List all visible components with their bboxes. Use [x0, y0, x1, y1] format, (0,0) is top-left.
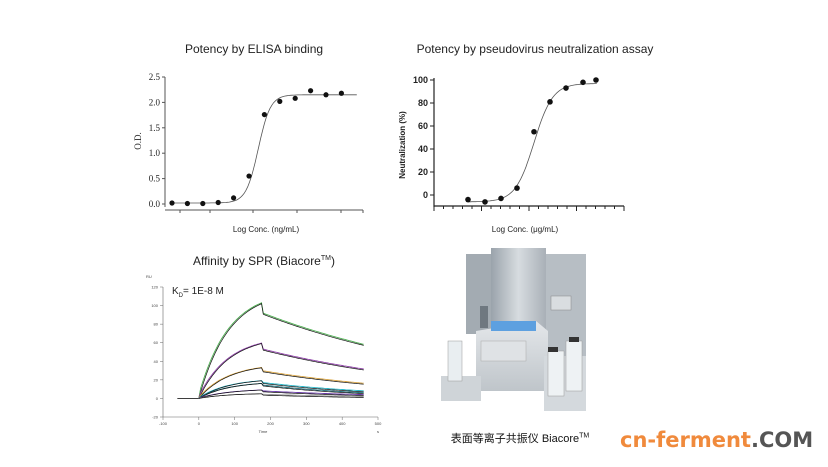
chart3-y-tick-label: 0: [156, 396, 159, 401]
chart3-x-unit: s: [377, 429, 379, 434]
watermark: cn-ferment.COM: [620, 428, 813, 452]
chart1-data-point: [231, 195, 237, 201]
chart2-data-point: [547, 99, 553, 105]
biacore-instrument-photo: [436, 246, 596, 421]
chart3-sensorgram-c3: [198, 367, 364, 399]
chart1-data-point: [323, 92, 329, 98]
chart3-sensorgram-c1: [198, 302, 364, 399]
chart3-x-tick-label: 0: [198, 421, 201, 426]
chart1-data-point: [292, 95, 298, 101]
chart3-x-tick-label: 500: [375, 421, 382, 426]
chart1-y-label: O.D.: [133, 132, 143, 150]
chart3-title-line: Affinity by SPR (BiacoreTM): [193, 254, 335, 268]
chart2-data-point: [531, 128, 537, 135]
chart1-y-tick-label: 2.5: [149, 72, 161, 82]
chart3-kd-k: K: [172, 286, 179, 297]
chart3-y-tick-label: 60: [154, 340, 159, 345]
chart1-y-tick-label: 2.0: [149, 97, 161, 107]
chart3-title-tm: TM: [321, 255, 331, 262]
chart3-fit-c6: [198, 389, 364, 399]
chart1-data-point: [200, 200, 206, 207]
watermark-main: cn-ferment: [620, 428, 751, 452]
chart2-y-tick-label: 20: [418, 167, 428, 177]
chart2-fit-curve: [468, 83, 597, 203]
caption-tm: TM: [579, 432, 590, 440]
chart2-y-tick-label: 100: [413, 75, 428, 85]
chart3-y-tick-label: 100: [151, 303, 158, 308]
chart3-x-tick-label: 200: [267, 421, 274, 426]
chart3-x-tick-label: 100: [231, 421, 238, 426]
chart1-data-point: [246, 173, 252, 179]
chart3-sensorgram-c2: [198, 342, 364, 399]
chart1-data-point: [169, 200, 175, 206]
chart3-x-tick-label: 300: [303, 421, 310, 426]
chart1-data-point: [277, 98, 283, 104]
chart1-data-point: [215, 199, 221, 206]
chart3-title-close: ): [331, 254, 335, 268]
chart2-y-tick-label: 40: [418, 144, 428, 154]
chart2-y-tick-label: 80: [418, 98, 428, 108]
chart1-data-point: [261, 111, 267, 118]
chart3-y-tick-label: -20: [152, 415, 159, 420]
caption-text: 表面等离子共振仪 Biacore: [450, 433, 580, 445]
chart2-data-point: [593, 77, 599, 83]
chart3-kd-line: KD= 1E-8 M: [172, 286, 224, 299]
chart1-y-tick-label: 1.5: [149, 123, 161, 133]
chart3-x-label: Time: [259, 429, 269, 434]
chart2-y-label: Neutralization (%): [398, 111, 407, 179]
chart1-y-tick-label: 0.0: [149, 199, 161, 209]
chart3-fit-c4: [198, 380, 364, 399]
chart2-data-point: [465, 196, 471, 203]
chart3-x-tick-label: -100: [159, 421, 168, 426]
image-caption: 表面等离子共振仪 BiacoreTM: [440, 430, 600, 446]
chart2-data-point: [514, 185, 520, 191]
chart1-y-tick-label: 1.0: [149, 148, 161, 158]
chart2-y-tick-label: 0: [423, 190, 428, 200]
chart3-y-tick-label: 20: [154, 377, 159, 382]
chart3-fit-c5: [198, 383, 364, 399]
chart2-data-point: [563, 85, 569, 91]
chart3-y-tick-label: 120: [151, 285, 158, 290]
chart2-data-point: [482, 199, 488, 205]
chart1-title: Potency by ELISA binding: [185, 42, 323, 56]
watermark-suffix: .COM: [750, 428, 814, 452]
chart1-data-point: [184, 200, 190, 207]
chart1-data-point: [308, 88, 314, 94]
chart3-sensorgram-c4: [198, 380, 364, 399]
chart2-data-point: [498, 195, 504, 202]
chart3-kd-sub: D: [179, 293, 184, 299]
chart3-kd-value: = 1E-8 M: [183, 286, 224, 297]
chart3-title: Affinity by SPR (Biacore: [193, 254, 321, 268]
chart3-fit-c1: [198, 303, 364, 399]
chart1-x-label: Log Conc. (ng/mL): [233, 225, 300, 234]
chart3-y-label: RU: [146, 274, 152, 279]
chart1-y-tick-label: 0.5: [149, 174, 161, 184]
chart3-x-tick-label: 400: [339, 421, 346, 426]
chart1-fit-curve: [172, 94, 357, 204]
chart3-y-tick-label: 40: [154, 359, 159, 364]
chart2-data-point: [580, 79, 586, 86]
chart1-data-point: [338, 90, 344, 96]
chart3-fit-c7: [198, 393, 364, 399]
chart2-y-tick-label: 60: [418, 121, 428, 131]
chart2-title: Potency by pseudovirus neutralization as…: [417, 42, 654, 56]
chart3-fit-c3: [198, 367, 364, 399]
chart3-y-tick-label: 80: [154, 322, 159, 327]
chart2-x-label: Log Conc. (μg/mL): [492, 225, 559, 234]
chart3-fit-c2: [198, 343, 364, 399]
